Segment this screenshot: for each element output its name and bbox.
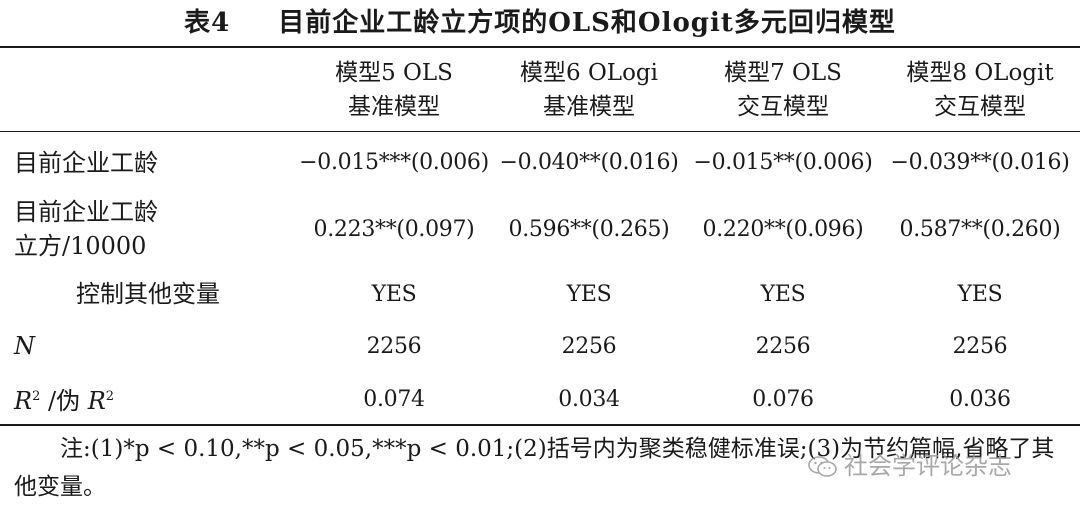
table-row: R2 /伪 R2 0.074 0.034 0.076 0.036: [0, 372, 1080, 426]
regression-table: 模型5 OLS 基准模型 模型6 OLogi 基准模型 模型7 OLS 交互模型…: [0, 49, 1080, 426]
table-cell: 0.220**(0.096): [702, 216, 864, 242]
table-cell: −0.039**(0.016): [890, 150, 1070, 175]
column-header-model8: 模型8 OLogit 交互模型: [906, 60, 1054, 120]
table-number: 表4: [184, 8, 231, 38]
table-cell: YES: [371, 281, 417, 307]
watermark: 社会学评论杂志: [808, 446, 1012, 481]
table-row: 目前企业工龄 −0.015***(0.006) −0.040**(0.016) …: [0, 131, 1080, 190]
table-cell: 2256: [755, 333, 811, 359]
header-blank: [0, 49, 296, 131]
table-cell: 0.587**(0.260): [899, 216, 1061, 242]
row-label: N: [14, 332, 35, 360]
table-cell: 2256: [952, 333, 1008, 359]
column-header-model7: 模型7 OLS 交互模型: [724, 60, 842, 120]
top-rule: [0, 46, 1080, 48]
watermark-text: 社会学评论杂志: [844, 452, 1012, 480]
bottom-rule: [0, 424, 1080, 426]
header-rule: [0, 131, 1080, 132]
header-row: 模型5 OLS 基准模型 模型6 OLogi 基准模型 模型7 OLS 交互模型…: [0, 49, 1080, 131]
table-cell: 0.076: [752, 386, 814, 412]
table-cell: −0.015**(0.006): [693, 150, 873, 175]
table-cell: 0.074: [363, 386, 425, 412]
column-header-model6: 模型6 OLogi 基准模型: [520, 60, 658, 120]
table-row: 控制其他变量 YES YES YES YES: [0, 268, 1080, 320]
table-row: 目前企业工龄 立方/10000 0.223**(0.097) 0.596**(0…: [0, 190, 1080, 268]
row-label: 目前企业工龄 立方/10000: [14, 198, 158, 260]
table-caption: 表4 目前企业工龄立方项的OLS和Ologit多元回归模型: [0, 2, 1080, 39]
table-cell: 0.036: [949, 386, 1011, 412]
table-cell: 0.034: [558, 386, 620, 412]
table-cell: 0.596**(0.265): [508, 216, 670, 242]
table-cell: 2256: [366, 333, 422, 359]
table-note: 注:(1)*p < 0.10,**p < 0.05,***p < 0.01;(2…: [14, 436, 1055, 500]
row-label: 目前企业工龄: [14, 148, 158, 177]
table-cell: YES: [566, 281, 612, 307]
table-cell: 2256: [561, 333, 617, 359]
row-label: 控制其他变量: [76, 280, 220, 308]
table-cell: −0.015***(0.006): [299, 150, 489, 175]
row-label: R2 /伪 R2: [14, 387, 115, 415]
table-cell: YES: [760, 281, 806, 307]
table-cell: YES: [957, 281, 1003, 307]
column-header-model5: 模型5 OLS 基准模型: [335, 60, 453, 120]
table-title: 目前企业工龄立方项的OLS和Ologit多元回归模型: [278, 8, 896, 38]
wechat-icon: [808, 456, 837, 477]
table-cell: −0.040**(0.016): [499, 150, 679, 175]
table-row: N 2256 2256 2256 2256: [0, 320, 1080, 372]
table-cell: 0.223**(0.097): [313, 216, 475, 242]
